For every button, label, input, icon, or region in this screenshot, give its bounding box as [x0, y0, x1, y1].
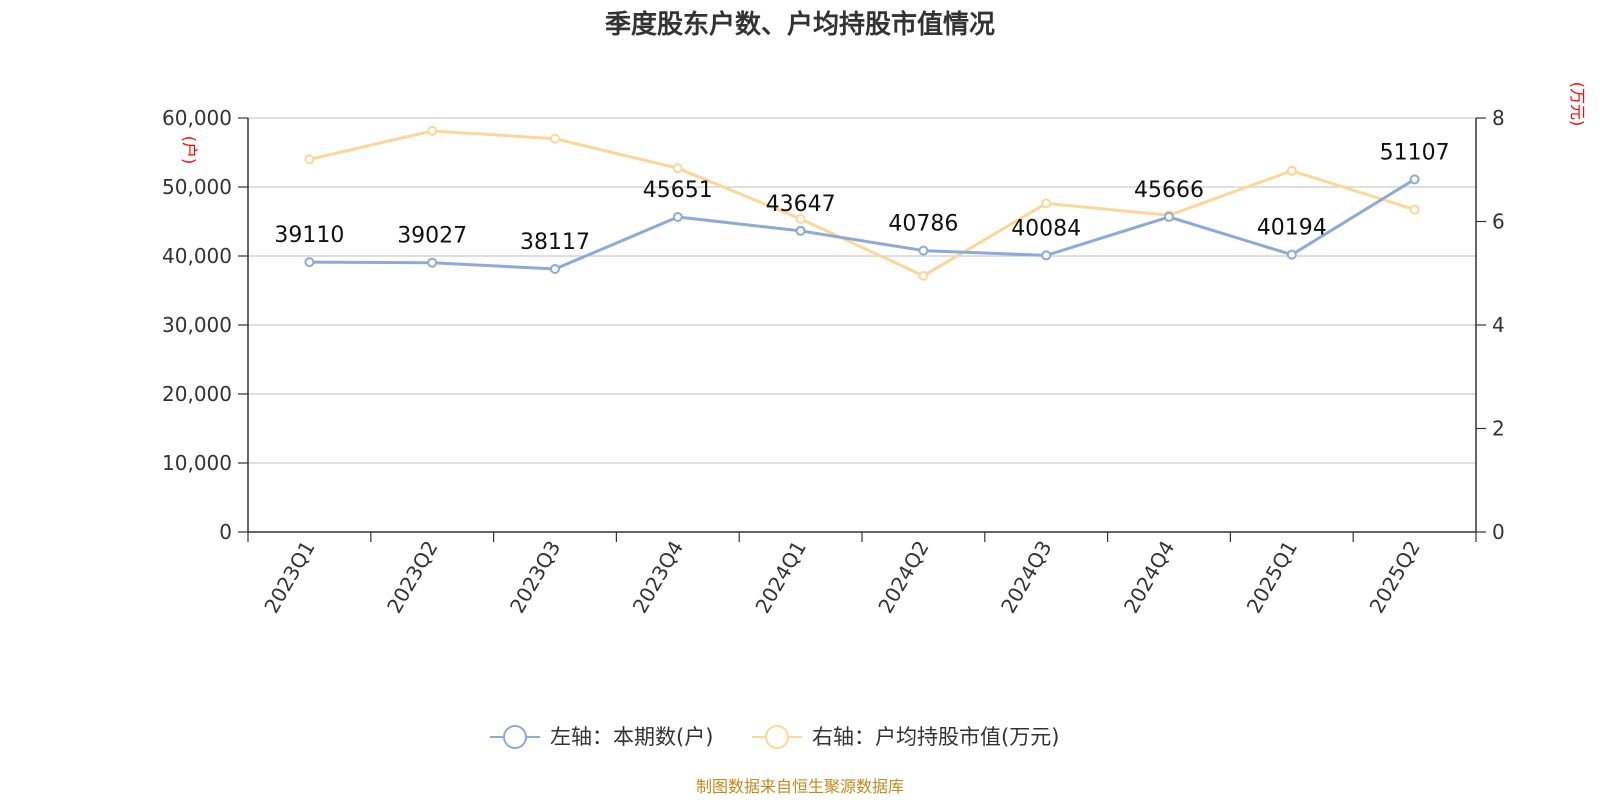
- data-point-left: [795, 225, 806, 236]
- left-axis-tick-label: 40,000: [162, 244, 232, 268]
- left-axis-tick-label: 60,000: [162, 106, 232, 130]
- chart-title: 季度股东户数、户均持股市值情况: [605, 9, 995, 40]
- data-point-right: [1041, 198, 1052, 209]
- left-axis-tick-label: 10,000: [162, 451, 232, 475]
- series-line-right: [309, 129, 1416, 278]
- legend-right-label: 右轴：户均持股市值(万元): [812, 725, 1059, 749]
- data-label: 40786: [888, 212, 958, 237]
- right-axis-unit: (万元): [1568, 82, 1587, 127]
- data-labels: 39110 39027 38117 45651 43647 40786 40084 45666…: [274, 140, 1449, 255]
- data-label: 39027: [397, 224, 467, 249]
- right-axis-tick-label: 8: [1492, 106, 1505, 130]
- data-label: 40194: [1257, 216, 1327, 241]
- data-point-right: [918, 270, 929, 281]
- left-axis-tick-label: 0: [219, 520, 232, 544]
- data-point-right: [672, 163, 683, 174]
- legend-left-label: 左轴：本期数(户): [550, 725, 713, 749]
- right-axis-tick-label: 0: [1492, 520, 1505, 544]
- series-line-left: [309, 178, 1416, 271]
- data-point-left: [1164, 211, 1174, 222]
- series-plot: [304, 125, 1420, 281]
- x-axis-tick-label: 2024Q2: [873, 537, 933, 618]
- legend-item-left-series[interactable]: 左轴：本期数(户): [490, 725, 713, 749]
- data-point-right: [1409, 204, 1420, 215]
- data-point-left: [1041, 250, 1052, 261]
- source-note: 制图数据来自恒生聚源数据库: [696, 777, 904, 796]
- x-axis-tick-label: 2023Q3: [505, 537, 565, 618]
- data-point-left: [672, 212, 683, 223]
- x-axis-tick-label: 2024Q1: [750, 537, 810, 618]
- legend: 左轴：本期数(户) 右轴：户均持股市值(万元): [490, 725, 1059, 749]
- data-point-right: [304, 154, 315, 165]
- data-point-left: [1286, 249, 1297, 260]
- x-axis-tick-label: 2025Q1: [1242, 537, 1302, 618]
- left-axis-tick-label: 20,000: [162, 382, 232, 406]
- x-axis-tick-label: 2024Q4: [1119, 537, 1179, 618]
- left-axis-tick-label: 50,000: [162, 175, 232, 199]
- data-label: 38117: [520, 230, 590, 255]
- legend-right-marker: [765, 725, 789, 749]
- data-label: 45666: [1134, 178, 1204, 203]
- left-axis-tick-label: 30,000: [162, 313, 232, 337]
- right-axis-tick-label: 4: [1492, 313, 1505, 337]
- right-axis-tick-label: 6: [1492, 210, 1505, 234]
- data-label: 45651: [643, 178, 713, 203]
- data-label: 40084: [1011, 216, 1081, 241]
- data-point-left: [427, 257, 438, 268]
- right-axis-tick-label: 2: [1492, 417, 1505, 441]
- x-axis-tick-label: 2023Q4: [628, 537, 688, 618]
- data-point-left: [550, 263, 560, 274]
- data-label: 39110: [274, 223, 344, 248]
- data-point-left: [304, 257, 315, 268]
- x-axis-tick-label: 2023Q2: [382, 537, 442, 618]
- legend-left-marker: [503, 725, 527, 749]
- x-axis-tick-label: 2025Q2: [1364, 537, 1424, 618]
- data-point-left: [918, 245, 929, 256]
- data-point-left: [1409, 174, 1420, 185]
- legend-item-right-series[interactable]: 右轴：户均持股市值(万元): [752, 725, 1059, 749]
- data-label: 43647: [766, 192, 836, 217]
- x-axis-tick-label: 2023Q1: [259, 537, 319, 618]
- data-label: 51107: [1380, 140, 1450, 165]
- grid-lines: [248, 117, 1476, 464]
- left-axis-unit: (户): [180, 136, 199, 165]
- data-point-right: [550, 133, 560, 144]
- data-point-right: [795, 213, 806, 224]
- data-point-right: [427, 125, 438, 136]
- x-axis-tick-label: 2024Q3: [996, 537, 1056, 618]
- data-point-right: [1286, 165, 1297, 176]
- axes: 0 10,000 20,000 30,000 40,000 50,000 60,000 0 2 4…: [162, 106, 1505, 617]
